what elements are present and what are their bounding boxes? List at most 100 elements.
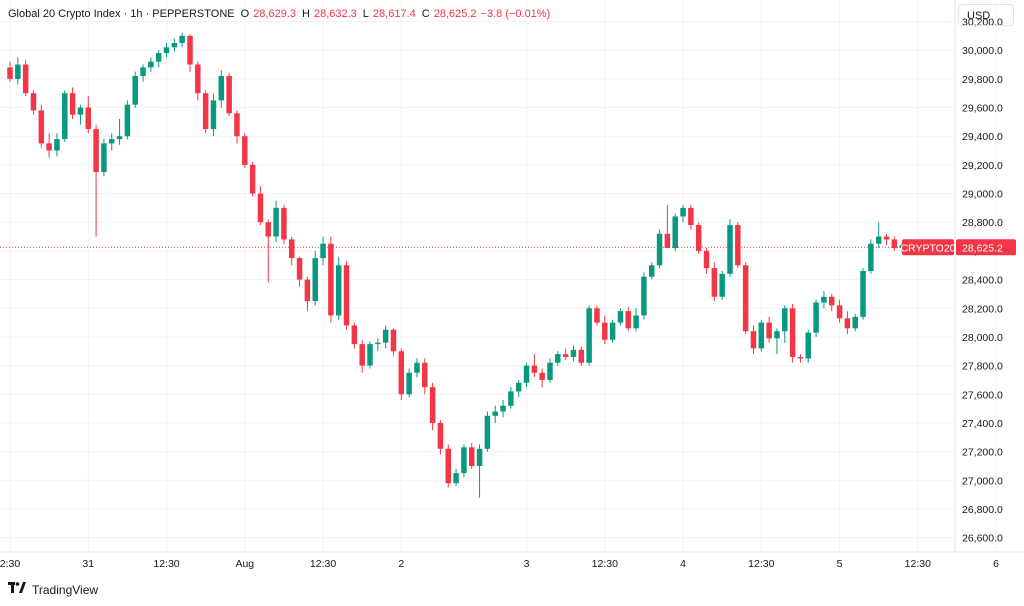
time-tick-label: 2:30 (0, 558, 20, 570)
candle-body (594, 308, 600, 323)
candle-body (62, 93, 68, 140)
candle-body (382, 329, 389, 343)
high-label: H (302, 8, 310, 20)
time-tick-label: 12:30 (153, 558, 179, 570)
candle-body (320, 243, 326, 259)
candle-body (124, 104, 131, 137)
candle-body (539, 372, 545, 380)
price-tick-label: 28,000.0 (962, 332, 1003, 344)
candle-body (875, 236, 882, 244)
candle-body (852, 316, 858, 329)
symbol-header: Global 20 Crypto Index · 1h · PEPPERSTON… (8, 6, 550, 22)
candle-body (281, 207, 287, 240)
candle-body (30, 93, 37, 111)
candle-body (891, 239, 898, 249)
tradingview-logo-icon (8, 582, 26, 597)
candle-body (484, 415, 491, 449)
candle-body (218, 75, 225, 101)
candle-body (515, 382, 522, 392)
candle-body (163, 47, 170, 54)
candle-body (695, 225, 702, 251)
price-tick-label: 27,200.0 (962, 447, 1003, 459)
candle-body (187, 35, 193, 65)
candle-body (735, 225, 741, 266)
brand-name: TradingView (32, 582, 99, 597)
price-tick-label: 27,800.0 (962, 361, 1003, 373)
candle-body (351, 325, 358, 345)
candle-body (727, 225, 733, 274)
candle-body (766, 322, 772, 339)
price-tick-label: 29,000.0 (962, 189, 1003, 201)
candle-body (633, 315, 639, 329)
time-axis[interactable]: 2:303112:30Aug12:302312:30412:30512:3061… (0, 558, 1024, 570)
price-tick-label: 29,200.0 (962, 160, 1003, 172)
candle-body (257, 193, 264, 223)
close-label: C (421, 8, 430, 20)
candle-body (789, 308, 796, 358)
time-tick-label: 4 (680, 558, 686, 570)
price-axis[interactable]: 26,600.0 26,800.0 27,000.0 27,200.0 27,400.0… (962, 17, 1003, 545)
price-tick-label: 29,800.0 (962, 74, 1003, 86)
candle-body (664, 233, 671, 249)
candle-body (242, 136, 248, 165)
time-tick-label: 31 (82, 558, 94, 570)
candle-body (836, 305, 843, 319)
candle-body (688, 207, 694, 226)
candle-body (328, 243, 334, 316)
candle-body (445, 448, 451, 484)
candle-body (304, 279, 311, 302)
candle-body (547, 362, 553, 380)
candle-body (523, 365, 530, 383)
candle-body (179, 35, 185, 44)
symbol-title[interactable]: Global 20 Crypto Index · 1h · PEPPERSTON… (8, 8, 235, 20)
candle-body (586, 308, 592, 363)
open-value: 28,629.3 (253, 8, 297, 20)
candle-body (437, 422, 444, 449)
time-tick-label: 12:30 (748, 558, 774, 570)
candle-body (625, 311, 631, 329)
candle-body (289, 239, 295, 259)
candle-body (649, 265, 655, 277)
candle-body (273, 207, 279, 237)
candle-body (93, 129, 99, 173)
candle-body (406, 372, 412, 395)
candle-body (38, 110, 45, 144)
candle-body (656, 233, 663, 266)
time-tick-label: Aug (235, 558, 254, 570)
candle-body (171, 43, 178, 48)
candle-body (367, 344, 373, 366)
candle-body (422, 362, 428, 388)
price-tick-label: 28,800.0 (962, 217, 1003, 229)
candle-body (234, 113, 240, 137)
candle-body (69, 93, 76, 115)
candle-body (531, 365, 538, 373)
candle-body (46, 143, 52, 151)
time-tick-label: 12:30 (592, 558, 618, 570)
candle-body (7, 67, 13, 79)
tradingview-logo[interactable]: TradingView (8, 582, 98, 597)
price-tick-label: 27,000.0 (962, 475, 1003, 487)
candle-body (500, 405, 506, 412)
candle-body (821, 296, 827, 303)
candle-body (101, 143, 107, 173)
candle-body (15, 64, 21, 79)
candle-body (155, 53, 162, 62)
candle-body (390, 329, 397, 352)
currency-selector[interactable]: USD (958, 4, 1014, 26)
candle-body (429, 387, 436, 423)
candle-body (617, 311, 624, 323)
candle-body (359, 344, 365, 366)
candle-body (711, 268, 718, 297)
candle-body (555, 354, 561, 363)
candle-body (469, 447, 475, 466)
price-tick-label: 28,400.0 (962, 275, 1003, 287)
candle-body (265, 222, 271, 237)
candle-body (22, 64, 29, 94)
candle-body (883, 236, 890, 240)
grid (0, 0, 997, 552)
candle-body (570, 349, 577, 358)
last-price-tag (956, 239, 1016, 256)
last-price-label: 28,625.2 (962, 242, 1003, 254)
candle-body (343, 265, 350, 326)
